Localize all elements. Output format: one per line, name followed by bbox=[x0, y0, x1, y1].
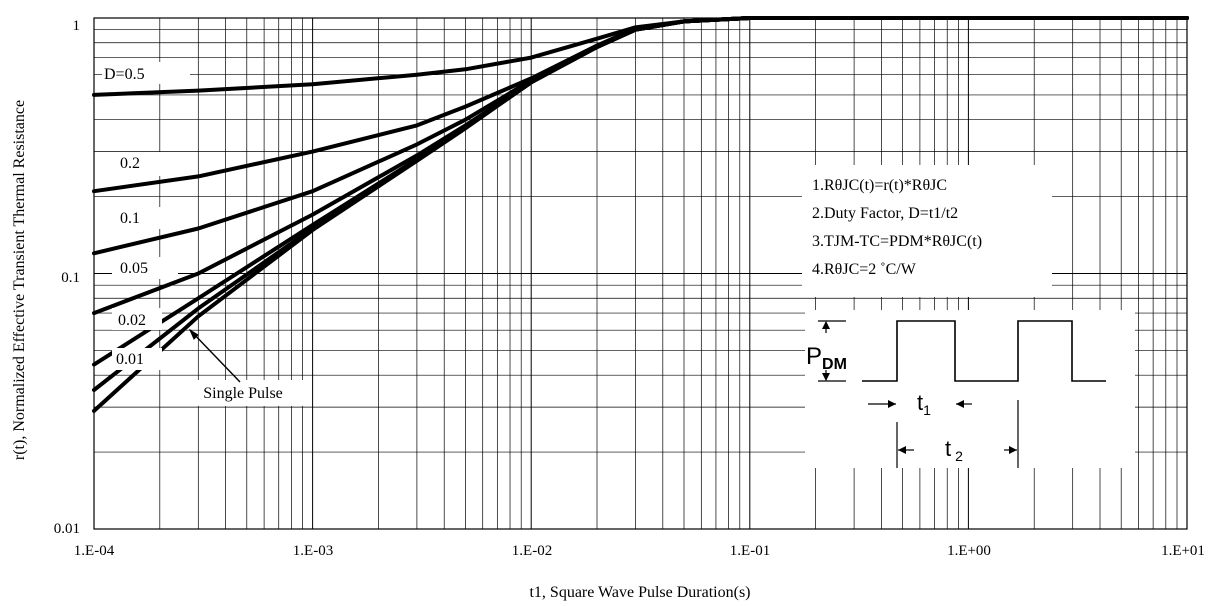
pdm-label: PDM bbox=[806, 343, 847, 373]
x-tick-label-1e-03: 1.E-03 bbox=[293, 543, 333, 559]
series-label-d05: D=0.5 bbox=[104, 66, 145, 83]
y-axis-ticks: 0.01 0.1 1 bbox=[54, 18, 80, 537]
series-label-single-pulse: Single Pulse bbox=[203, 385, 283, 402]
note-3: 3.TJM-TC=PDM*RθJC(t) bbox=[812, 233, 982, 250]
note-4: 4.RθJC=2 ˚C/W bbox=[812, 261, 917, 278]
t1-arrowhead-left bbox=[888, 400, 896, 408]
series-label-d005: 0.05 bbox=[120, 260, 148, 277]
series-labels: D=0.5 0.2 0.1 0.05 0.02 0.01 Single Puls… bbox=[102, 62, 308, 406]
t1-label: t1 bbox=[917, 390, 931, 418]
y-tick-label-0.1: 0.1 bbox=[61, 270, 80, 286]
t2-arrowhead-left bbox=[898, 446, 906, 454]
series-lines bbox=[92, 16, 1189, 413]
y-tick-label-0.01: 0.01 bbox=[54, 521, 80, 537]
series-label-d001: 0.01 bbox=[116, 351, 144, 368]
notes-box: 1.RθJC(t)=r(t)*RθJC 2.Duty Factor, D=t1/… bbox=[802, 165, 1052, 297]
x-tick-label-1e-02: 1.E-02 bbox=[512, 543, 552, 559]
y-axis-title: r(t), Normalized Effective Transient The… bbox=[11, 100, 28, 460]
plot-area bbox=[93, 17, 1188, 530]
y-tick-label-1: 1 bbox=[73, 18, 81, 34]
x-axis-ticks: 1.E-04 1.E-03 1.E-02 1.E-01 1.E+00 1.E+0… bbox=[74, 543, 1205, 559]
note-1: 1.RθJC(t)=r(t)*RθJC bbox=[812, 177, 947, 194]
x-tick-label-1e+00: 1.E+00 bbox=[947, 543, 991, 559]
x-axis-title: t1, Square Wave Pulse Duration(s) bbox=[529, 584, 750, 601]
series-label-d02: 0.2 bbox=[120, 155, 140, 172]
single-pulse-pointer-arrowhead bbox=[188, 328, 199, 340]
series-label-d01: 0.1 bbox=[120, 210, 140, 227]
note-2: 2.Duty Factor, D=t1/t2 bbox=[812, 205, 958, 222]
pdm-arrowhead-down bbox=[822, 373, 830, 381]
x-tick-label-1e-04: 1.E-04 bbox=[74, 543, 115, 559]
series-line-6 bbox=[92, 16, 1189, 413]
pdm-arrowhead-up bbox=[822, 321, 830, 329]
series-label-d002: 0.02 bbox=[118, 312, 146, 329]
x-tick-label-1e-01: 1.E-01 bbox=[730, 543, 770, 559]
t2-arrowhead-right bbox=[1009, 446, 1017, 454]
single-pulse-pointer-line bbox=[189, 329, 241, 383]
t1-arrowhead-right bbox=[956, 400, 964, 408]
pulse-waveform-line bbox=[862, 320, 1106, 382]
x-tick-label-1e+01: 1.E+01 bbox=[1161, 543, 1205, 559]
